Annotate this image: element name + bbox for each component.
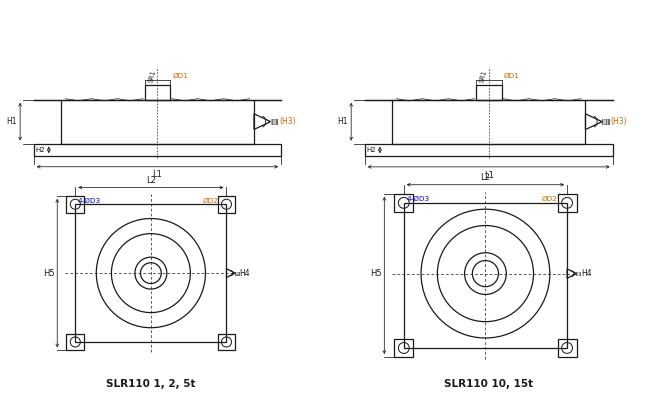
Text: L2: L2	[480, 173, 491, 182]
Bar	[66, 334, 84, 351]
Text: H1: H1	[337, 117, 348, 126]
Text: H5: H5	[43, 269, 54, 277]
Text: L1: L1	[152, 170, 163, 179]
Bar	[394, 194, 413, 212]
Text: 4-ØD3: 4-ØD3	[407, 196, 430, 202]
Bar	[404, 203, 567, 348]
Bar	[365, 143, 613, 156]
Bar	[61, 100, 254, 143]
Text: ØD2: ØD2	[202, 197, 218, 204]
Bar	[218, 334, 236, 351]
Bar	[33, 143, 281, 156]
Bar	[75, 204, 226, 342]
Text: H1: H1	[6, 117, 16, 126]
Bar	[558, 339, 577, 357]
Text: H5: H5	[370, 269, 382, 278]
Bar	[394, 339, 413, 357]
Text: H4: H4	[239, 269, 250, 277]
Text: H2: H2	[35, 147, 45, 153]
Text: L1: L1	[483, 171, 494, 180]
Bar	[558, 194, 577, 212]
Text: SR1: SR1	[148, 69, 157, 83]
Bar	[66, 196, 84, 213]
Text: H4: H4	[581, 269, 592, 278]
Text: SLR110 10, 15t: SLR110 10, 15t	[444, 379, 533, 389]
Text: ØD2: ØD2	[542, 196, 558, 202]
Text: 4-ØD3: 4-ØD3	[78, 197, 101, 204]
Text: SR1: SR1	[479, 69, 488, 83]
Text: ØD1: ØD1	[173, 73, 188, 79]
Text: (H3): (H3)	[279, 117, 296, 126]
Bar	[476, 85, 502, 100]
Text: SLR110 1, 2, 5t: SLR110 1, 2, 5t	[106, 379, 195, 389]
Bar	[218, 196, 236, 213]
Bar	[577, 272, 581, 275]
Text: L2: L2	[146, 176, 156, 185]
Bar	[392, 100, 585, 143]
Bar	[236, 272, 239, 275]
Bar	[144, 85, 171, 100]
Bar	[271, 119, 277, 124]
Bar	[602, 119, 609, 125]
Text: (H3): (H3)	[611, 117, 627, 126]
Text: H2: H2	[367, 147, 377, 153]
Text: ØD1: ØD1	[504, 73, 520, 79]
